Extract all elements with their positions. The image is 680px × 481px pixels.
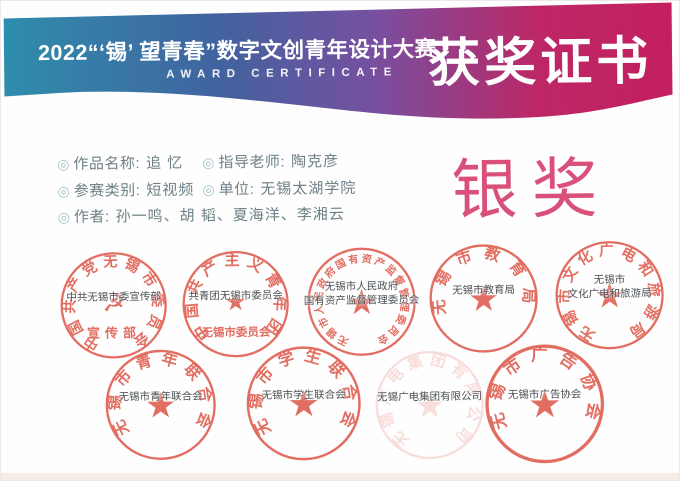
seal-bottom-text: 宣传部 bbox=[87, 325, 141, 341]
star-icon: ★ bbox=[528, 383, 562, 425]
field-value: 陶克彦 bbox=[290, 153, 340, 171]
official-seal: 中国共产党无锡市委员会 ☭ 宣传部 中共无锡市委宣传部 bbox=[58, 250, 169, 361]
circle-bullet-icon: ◎ bbox=[57, 155, 70, 172]
award-certificate-subtitle: AWARD CERTIFICATE bbox=[166, 66, 398, 81]
circle-bullet-icon: ◎ bbox=[202, 154, 215, 171]
field-authors: ◎ 作者: 孙一鸣、胡 韬、夏海洋、李湘云 bbox=[58, 203, 345, 227]
circle-bullet-icon: ◎ bbox=[57, 208, 71, 225]
header-banner: 2022“‘锡’ 望青春”数字文创青年设计大赛 AWARD CERTIFICAT… bbox=[0, 0, 679, 144]
seal-graphic: 无锡市学生联合会★ bbox=[245, 345, 362, 461]
field-organization: ◎ 单位: 无锡太湖学院 bbox=[202, 177, 356, 200]
star-icon: ★ bbox=[145, 386, 177, 425]
star-icon: ★ bbox=[414, 387, 445, 425]
official-seal: 无锡市教育局 ★ 无锡市教育局 bbox=[427, 242, 540, 355]
seal-graphic: 中国共产党无锡市委员会☭宣传部 bbox=[60, 252, 168, 359]
circle-bullet-icon: ◎ bbox=[57, 182, 70, 199]
printed-org-name: 无锡市广告协会 bbox=[507, 388, 582, 402]
award-level: 银奖 bbox=[451, 151, 612, 227]
field-advisor: ◎ 指导老师: 陶克彦 bbox=[202, 150, 339, 172]
seal-graphic: 中国共产主义青年团★无锡市委员会 bbox=[183, 251, 290, 358]
official-seal: 无锡广电集团有限公司 ★ 无锡广电集团有限公司 bbox=[373, 348, 486, 461]
field-value: 无锡太湖学院 bbox=[260, 179, 357, 198]
scan-edge-artifact bbox=[0, 473, 680, 481]
field-label: 作品名称: bbox=[73, 155, 141, 173]
seal-graphic: 无锡广电集团有限公司★ bbox=[375, 350, 484, 460]
star-icon: ★ bbox=[287, 383, 320, 424]
competition-title: 2022“‘锡’ 望青春”数字文创青年设计大赛 bbox=[37, 36, 437, 66]
seals-area: 中国共产党无锡市委员会 ☭ 宣传部 中共无锡市委宣传部 中国共产主义青年团 ★ 无锡市委员会… bbox=[0, 0, 677, 464]
header-wave-background bbox=[3, 2, 673, 119]
seal-graphic: 无锡市文化广电和旅游局★ bbox=[555, 241, 664, 350]
official-seal: 中国共产主义青年团 ★ 无锡市委员会 共青团无锡市委员会 bbox=[180, 249, 291, 360]
field-value: 短视频 bbox=[146, 181, 195, 200]
official-seal: 无锡市广告协会 ★ 无锡市广告协会 bbox=[483, 342, 606, 465]
field-label: 作者: bbox=[73, 208, 110, 226]
official-seal: 无锡市人民政府国有资产监督管理委员会 ★ 无锡市人民政府 国有资产监督管理委员会 bbox=[304, 245, 419, 358]
circle-bullet-icon: ◎ bbox=[202, 181, 215, 198]
seal-graphic: 无锡市青年联合会★ bbox=[104, 348, 218, 460]
star-icon: ★ bbox=[468, 281, 499, 319]
hammer-sickle-icon: ☭ bbox=[102, 289, 125, 317]
field-work-name: ◎ 作品名称: 追 忆 bbox=[57, 152, 183, 174]
star-icon: ★ bbox=[224, 288, 247, 316]
field-label: 指导老师: bbox=[218, 153, 286, 172]
seal-graphic: 无锡市广告协会★ bbox=[484, 344, 606, 464]
field-value: 孙一鸣、胡 韬、夏海洋、李湘云 bbox=[115, 205, 345, 226]
field-value: 追 忆 bbox=[145, 154, 184, 173]
field-label: 单位: bbox=[218, 180, 255, 199]
official-seal: 无锡市学生联合会 ★ 无锡市学生联合会 bbox=[244, 344, 363, 463]
star-icon: ★ bbox=[594, 277, 625, 315]
printed-org-name: 无锡市 文化广电和旅游局 bbox=[567, 274, 652, 301]
field-label: 参赛类别: bbox=[73, 182, 141, 200]
official-seal: 无锡市文化广电和旅游局 ★ 无锡市 文化广电和旅游局 bbox=[553, 239, 666, 352]
seal-bottom-text: 无锡市委员会 bbox=[200, 325, 271, 340]
seal-graphic: 无锡市教育局★ bbox=[429, 243, 538, 353]
certificate-label: 获奖证书 bbox=[427, 32, 653, 94]
seal-graphic: 无锡市人民政府国有资产监督管理委员会★ bbox=[307, 247, 416, 356]
star-icon: ★ bbox=[346, 284, 377, 322]
field-category: ◎ 参赛类别: 短视频 bbox=[57, 179, 194, 201]
official-seal: 无锡市青年联合会 ★ 无锡市青年联合会 bbox=[103, 347, 218, 462]
